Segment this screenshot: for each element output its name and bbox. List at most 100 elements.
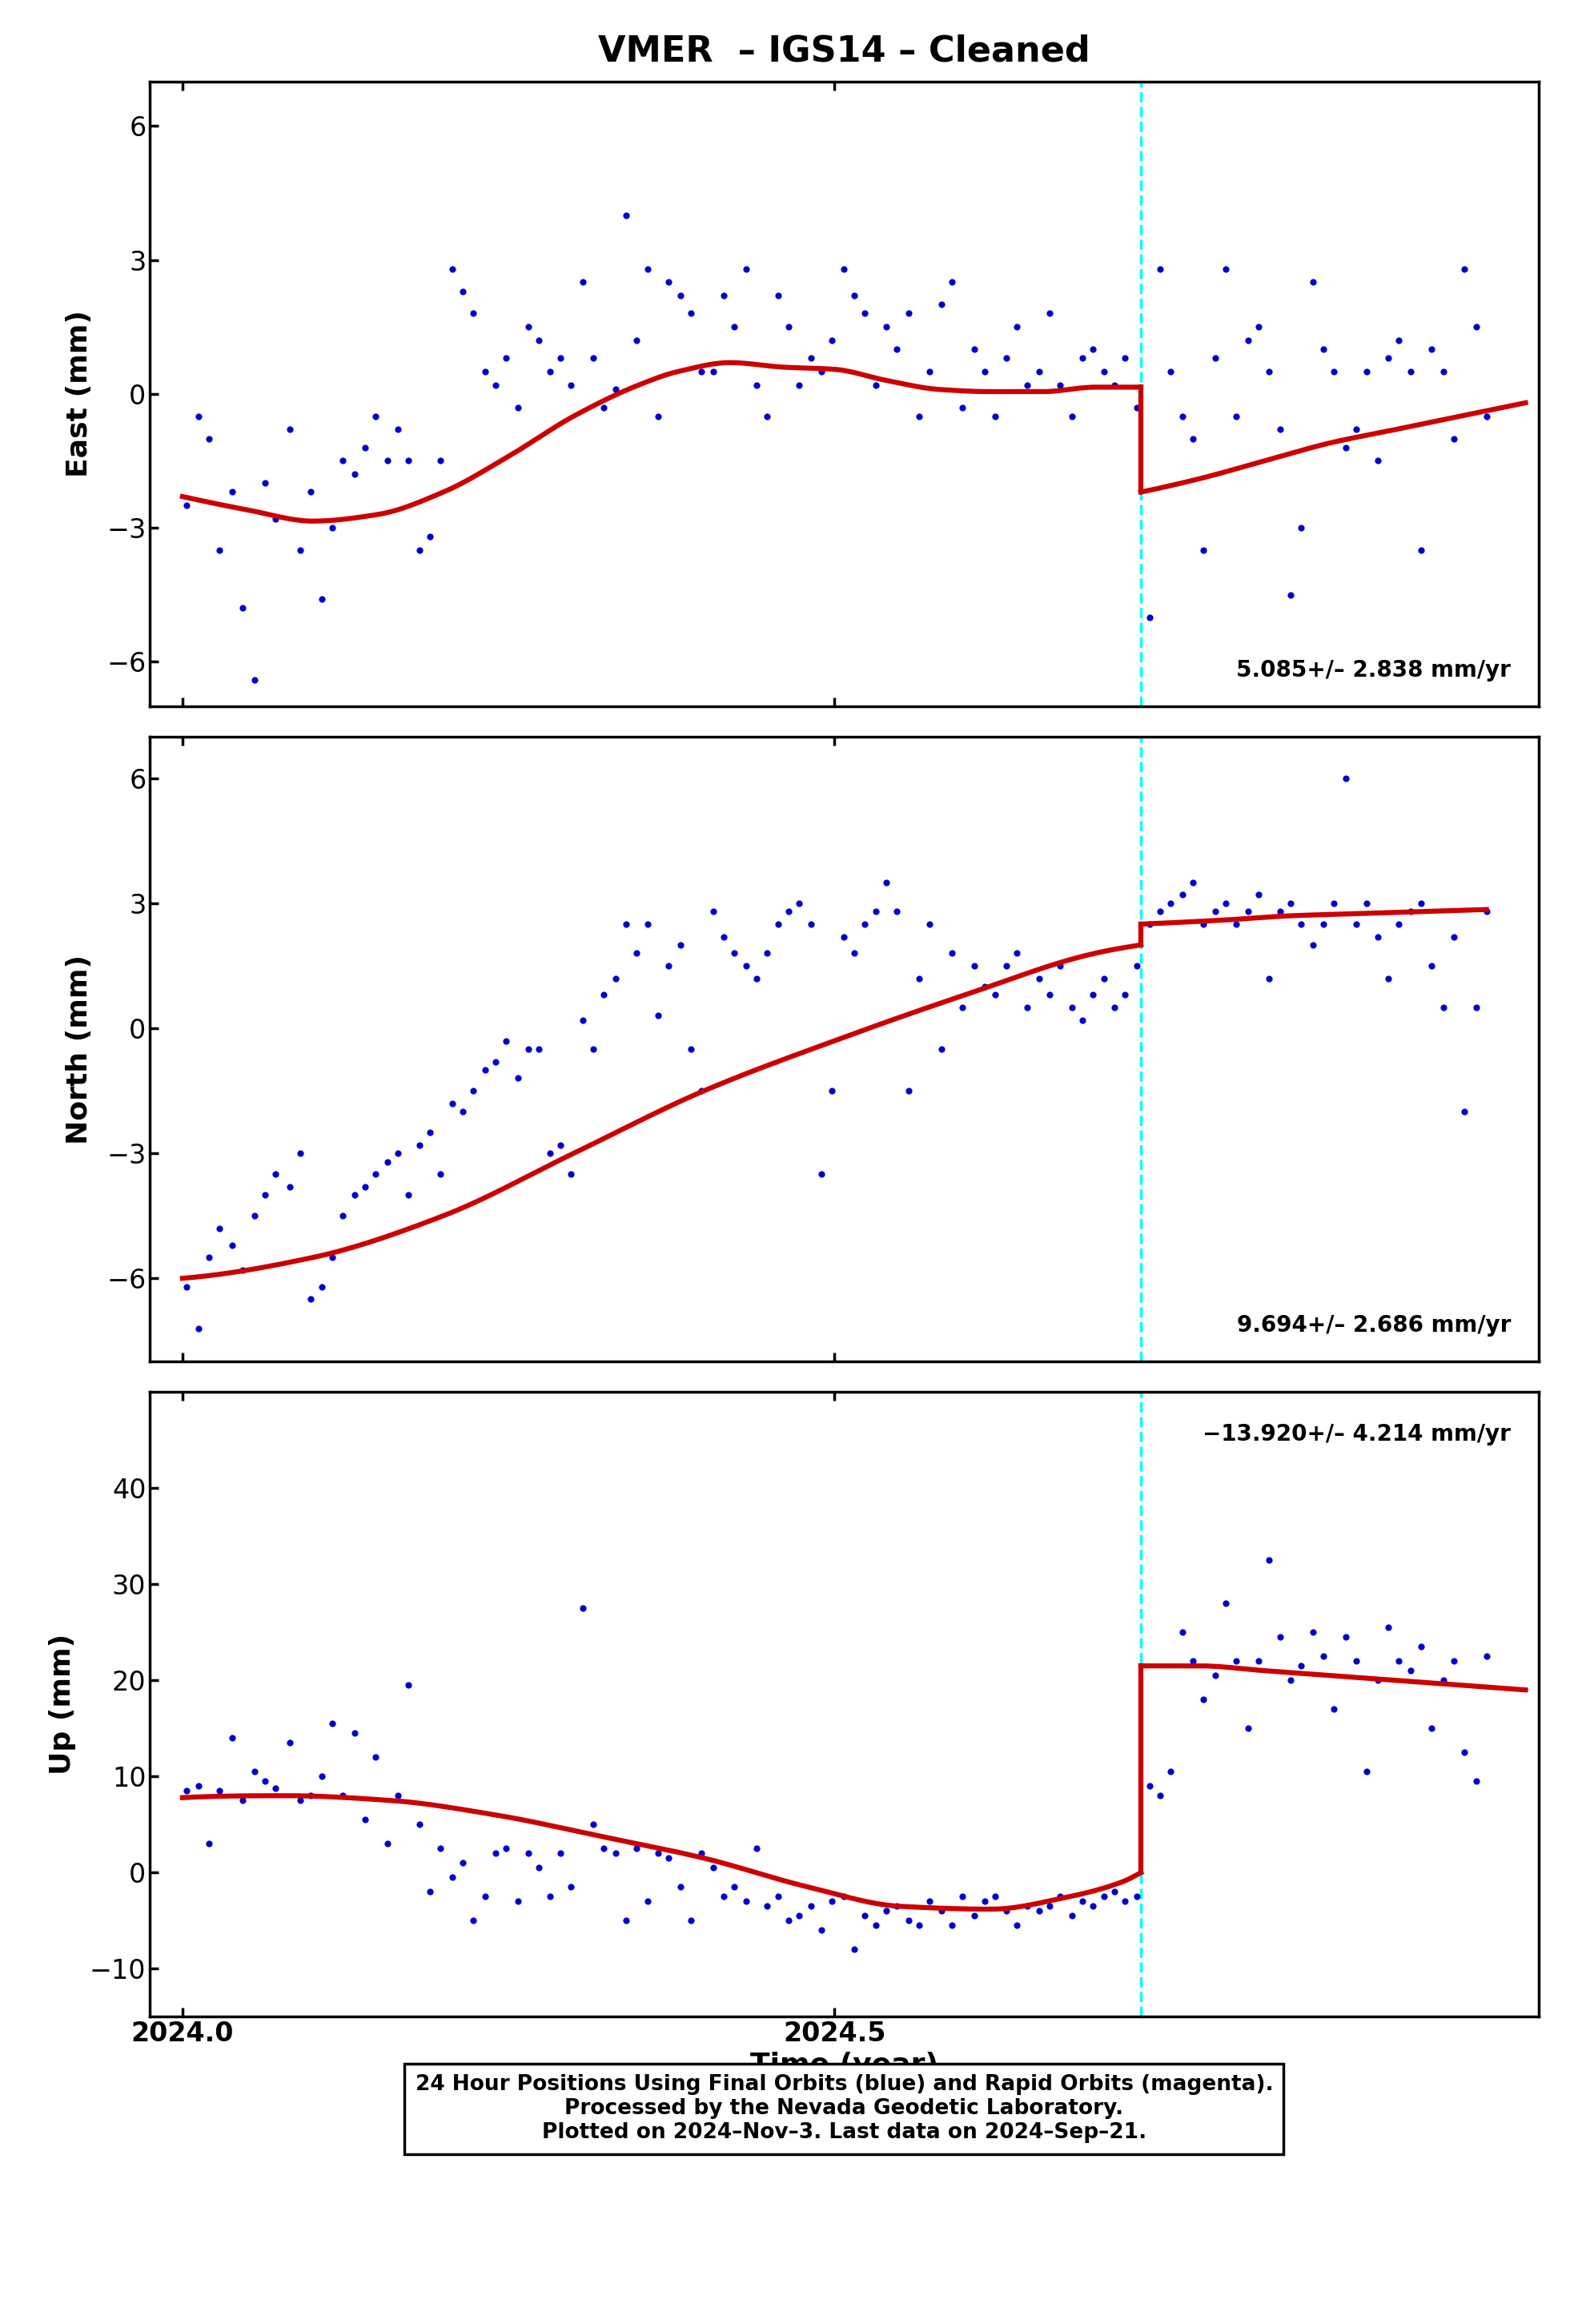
Point [754,397,780,435]
Point [1112,976,1138,1013]
Point [1236,892,1261,930]
Point [241,660,267,697]
Point [1191,532,1217,569]
Point [396,442,421,479]
Point [581,1806,606,1843]
Point [701,1850,726,1887]
Point [1267,411,1292,449]
Point [186,397,211,435]
Point [472,353,497,390]
Point [592,976,617,1013]
Point [1236,1710,1261,1748]
Point [712,277,737,314]
Point [1223,397,1248,435]
Point [603,960,628,997]
Point [287,1783,312,1820]
Point [1236,321,1261,358]
Point [786,885,811,923]
Point [548,1127,573,1164]
Point [1398,353,1423,390]
Point [1289,906,1314,944]
Point [525,1030,551,1067]
Point [1070,339,1095,376]
Point [1398,1652,1423,1690]
Point [841,277,866,314]
Point [1125,948,1150,985]
Point [982,976,1007,1013]
Point [1202,1657,1228,1694]
Point [262,1155,287,1192]
Point [440,1085,466,1122]
Point [1245,876,1270,913]
Point [1343,1643,1368,1680]
Point [320,509,346,546]
Point [483,1043,508,1081]
Point [810,1913,835,1950]
Point [407,1127,432,1164]
Point [917,906,942,944]
Point [734,251,759,288]
Point [320,1706,346,1743]
Point [1452,251,1477,288]
Point [352,430,377,467]
Point [396,1666,421,1703]
Point [219,1720,245,1757]
Point [1354,885,1379,923]
Point [1147,251,1172,288]
Point [352,1801,377,1838]
Point [884,1887,909,1924]
Point [1311,1638,1337,1676]
Point [559,1155,584,1192]
Text: −13.920+/– 4.214 mm/yr: −13.920+/– 4.214 mm/yr [1202,1422,1510,1446]
Point [1223,1643,1248,1680]
Point [1027,353,1053,390]
Point [810,353,835,390]
Point [1059,1896,1084,1934]
Point [1125,388,1150,425]
Point [1409,1629,1434,1666]
Point [428,1155,453,1192]
Point [712,918,737,955]
Point [754,1887,780,1924]
Point [516,1030,541,1067]
Point [832,251,857,288]
Point [1256,1541,1281,1578]
Point [679,1030,704,1067]
Point [330,1197,355,1234]
Point [1015,1887,1040,1924]
Point [1431,1662,1456,1699]
Point [961,330,986,367]
Point [1463,988,1488,1025]
Point [1125,1878,1150,1915]
Point [396,1176,421,1213]
Point [1441,918,1466,955]
Point [1300,263,1326,300]
Point [525,1850,551,1887]
Point [636,1882,661,1920]
Point [196,421,221,458]
Point [863,367,888,404]
Point [1015,988,1040,1025]
Point [276,411,301,449]
Point [385,1134,410,1171]
Point [645,397,671,435]
X-axis label: Time (year): Time (year) [750,2052,939,2080]
Point [961,948,986,985]
Point [516,1834,541,1871]
Point [1321,353,1346,390]
Point [1300,1613,1326,1650]
Point [863,892,888,930]
Point [929,1030,955,1067]
Point [252,465,278,502]
Point [1387,906,1412,944]
Point [896,1071,922,1109]
Point [472,1050,497,1088]
Point [1452,1734,1477,1771]
Point [950,988,975,1025]
Point [972,969,997,1006]
Point [538,1878,563,1915]
Point [614,198,639,235]
Point [252,1176,278,1213]
Point [559,367,584,404]
Point [1431,988,1456,1025]
